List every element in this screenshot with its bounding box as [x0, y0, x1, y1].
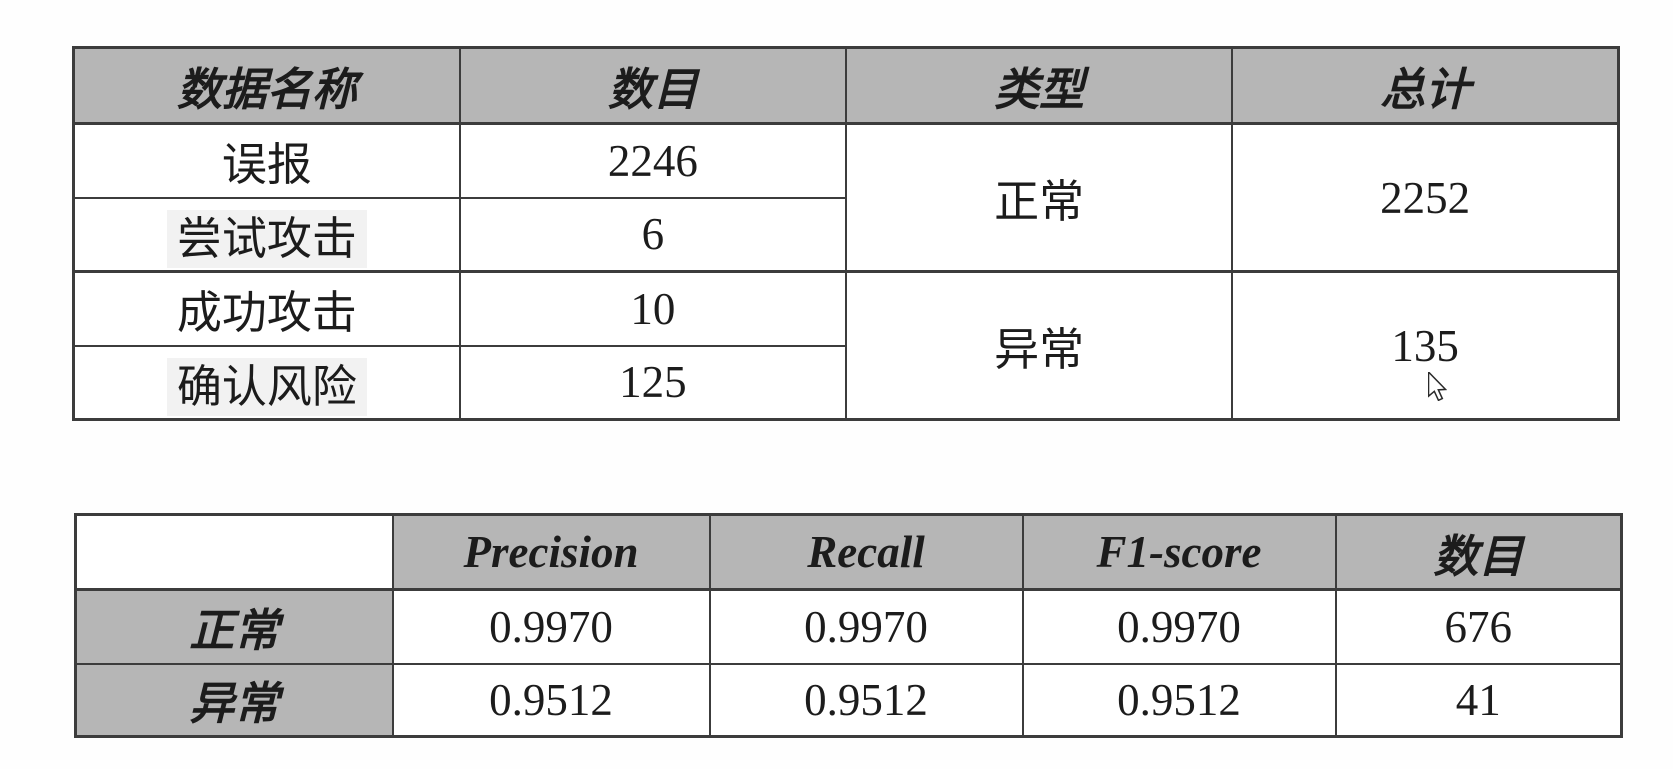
cell-row3-name: 确认风险	[72, 344, 461, 421]
cell-normal-recall: 0.9970	[708, 588, 1024, 665]
arrow-cursor-icon	[1428, 372, 1447, 401]
t2-header-f1-score: F1-score	[1021, 513, 1337, 591]
cell-normal-label: 正常	[74, 588, 394, 665]
table-row: 成功攻击 10 异常 135	[72, 270, 1620, 421]
t2-header-blank	[74, 513, 394, 591]
cell-row0-count: 2246	[458, 122, 848, 199]
cell-abnormal-recall: 0.9512	[708, 662, 1024, 738]
metrics-table: Precision Recall F1-score 数目 正常 0.9970 0…	[74, 513, 1623, 738]
cell-row2-name: 成功攻击	[72, 270, 461, 347]
cell-normal-f1: 0.9970	[1021, 588, 1337, 665]
table-row: 正常 0.9970 0.9970 0.9970 676	[74, 588, 1623, 665]
cell-abnormal-precision: 0.9512	[391, 662, 711, 738]
cell-row1-count: 6	[458, 196, 848, 273]
table-row: 异常 0.9512 0.9512 0.9512 41	[74, 662, 1623, 738]
table-row: 误报 2246 正常 2252	[72, 122, 1620, 273]
cell-abnormal-label: 异常	[74, 662, 394, 738]
cell-row1-name: 尝试攻击	[72, 196, 461, 273]
detection-summary-table: 数据名称 数目 类型 总计 误报 2246 正常 2252 尝试攻击 6 成功攻…	[72, 46, 1620, 421]
cell-group0-total: 2252	[1231, 122, 1620, 273]
cell-abnormal-count: 41	[1334, 662, 1623, 738]
t2-header-count: 数目	[1334, 513, 1623, 591]
cell-group0-type: 正常	[844, 122, 1234, 273]
cell-abnormal-f1: 0.9512	[1021, 662, 1337, 738]
table-row: 尝试攻击 6	[72, 196, 1619, 273]
t2-header-precision: Precision	[391, 513, 711, 591]
cell-group1-type: 异常	[844, 270, 1234, 421]
table1-header-row: 数据名称 数目 类型 总计	[72, 46, 1620, 125]
cell-group1-total: 135	[1231, 270, 1620, 421]
cell-row2-count: 10	[458, 270, 848, 347]
cell-normal-count: 676	[1334, 588, 1623, 665]
table-row: 确认风险 125	[72, 344, 1619, 421]
table2-header-row: Precision Recall F1-score 数目	[74, 513, 1623, 591]
highlighted-label: 尝试攻击	[166, 209, 367, 268]
t1-header-data-name: 数据名称	[72, 46, 461, 125]
t1-header-count: 数目	[458, 46, 848, 125]
cell-normal-precision: 0.9970	[391, 588, 711, 665]
cell-row0-name: 误报	[72, 122, 461, 199]
t1-header-total: 总计	[1231, 46, 1620, 125]
highlighted-label: 确认风险	[166, 357, 367, 416]
cell-row3-count: 125	[458, 344, 848, 421]
t1-header-type: 类型	[844, 46, 1234, 125]
t2-header-recall: Recall	[708, 513, 1024, 591]
